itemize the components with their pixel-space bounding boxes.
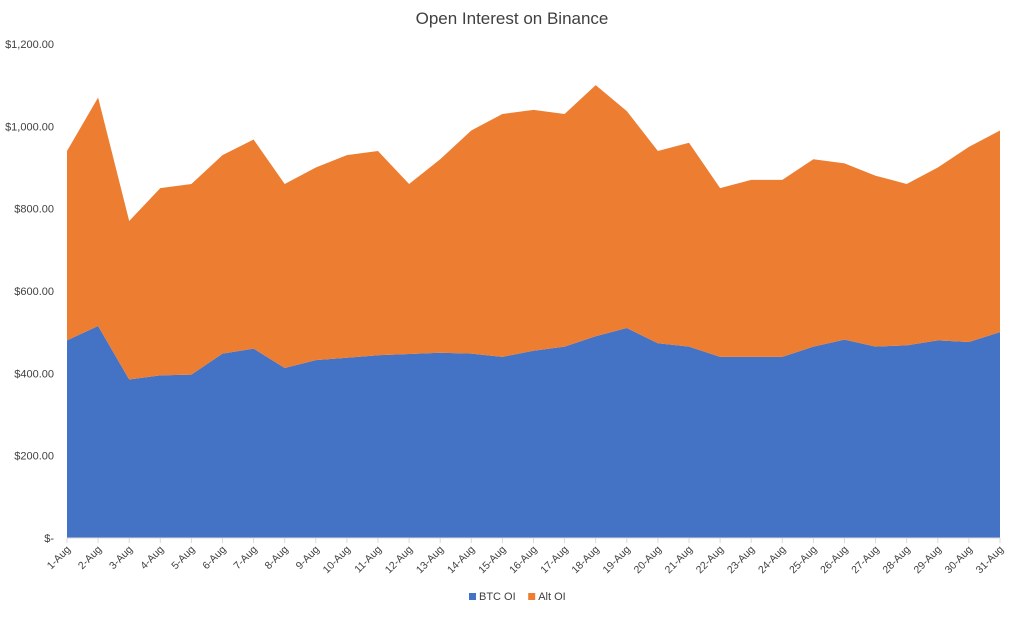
- series-layer: [67, 85, 1000, 538]
- x-tick-label: 5-Aug: [169, 544, 197, 572]
- y-tick-label: $400.00: [14, 368, 54, 380]
- x-tick-label: 3-Aug: [107, 544, 135, 572]
- x-tick-label: 29-Aug: [911, 544, 944, 577]
- legend-label-alt-oi: Alt OI: [538, 591, 566, 603]
- x-tick-label: 12-Aug: [383, 544, 416, 577]
- x-tick-label: 17-Aug: [538, 544, 571, 577]
- x-tick-label: 22-Aug: [694, 544, 727, 577]
- x-tick-label: 20-Aug: [632, 544, 665, 577]
- y-tick-label: $1,200.00: [5, 39, 54, 51]
- chart-title: Open Interest on Binance: [416, 9, 609, 28]
- legend: BTC OI Alt OI: [469, 591, 566, 603]
- x-tick-label: 14-Aug: [445, 544, 478, 577]
- x-tick-label: 18-Aug: [569, 544, 602, 577]
- x-tick-label: 1-Aug: [45, 544, 73, 572]
- y-axis: $- $200.00 $400.00 $600.00 $800.00 $1,000.00 $…: [5, 39, 54, 545]
- y-tick-label: $800.00: [14, 204, 54, 216]
- x-axis: 1-Aug 2-Aug 3-Aug 4-Aug 5-Aug 6-Aug 7-Aug 8-Aug…: [45, 537, 1007, 577]
- y-tick-label: $1,000.00: [5, 121, 54, 133]
- x-tick-label: 9-Aug: [294, 544, 322, 572]
- x-tick-label: 4-Aug: [138, 544, 166, 572]
- legend-swatch-alt-oi: [528, 593, 536, 600]
- y-tick-label: $200.00: [14, 451, 54, 463]
- x-tick-label: 30-Aug: [943, 544, 976, 577]
- x-tick-label: 8-Aug: [263, 544, 291, 572]
- x-tick-label: 26-Aug: [818, 544, 851, 577]
- legend-swatch-btc-oi: [469, 593, 476, 600]
- x-tick-label: 11-Aug: [352, 544, 384, 576]
- y-tick-label: $-: [44, 533, 54, 545]
- x-tick-label: 13-Aug: [414, 544, 447, 577]
- x-tick-label: 23-Aug: [725, 544, 758, 577]
- x-tick-label: 31-Aug: [974, 544, 1007, 577]
- x-tick-label: 10-Aug: [321, 544, 354, 577]
- x-tick-label: 27-Aug: [849, 544, 882, 577]
- x-tick-label: 15-Aug: [476, 544, 509, 577]
- series-area-btc-oi: [67, 325, 1000, 538]
- x-tick-label: 24-Aug: [756, 544, 789, 577]
- x-tick-label: 19-Aug: [600, 544, 633, 577]
- x-tick-label: 16-Aug: [507, 544, 540, 577]
- x-tick-label: 21-Aug: [663, 544, 696, 577]
- y-tick-label: $600.00: [14, 286, 54, 298]
- series-area-alt-oi: [67, 85, 1000, 380]
- x-tick-label: 25-Aug: [787, 544, 820, 577]
- x-tick-label: 28-Aug: [880, 544, 913, 577]
- x-tick-label: 7-Aug: [231, 544, 259, 572]
- legend-label-btc-oi: BTC OI: [479, 591, 516, 603]
- x-tick-label: 6-Aug: [200, 544, 228, 572]
- x-tick-label: 2-Aug: [76, 544, 104, 572]
